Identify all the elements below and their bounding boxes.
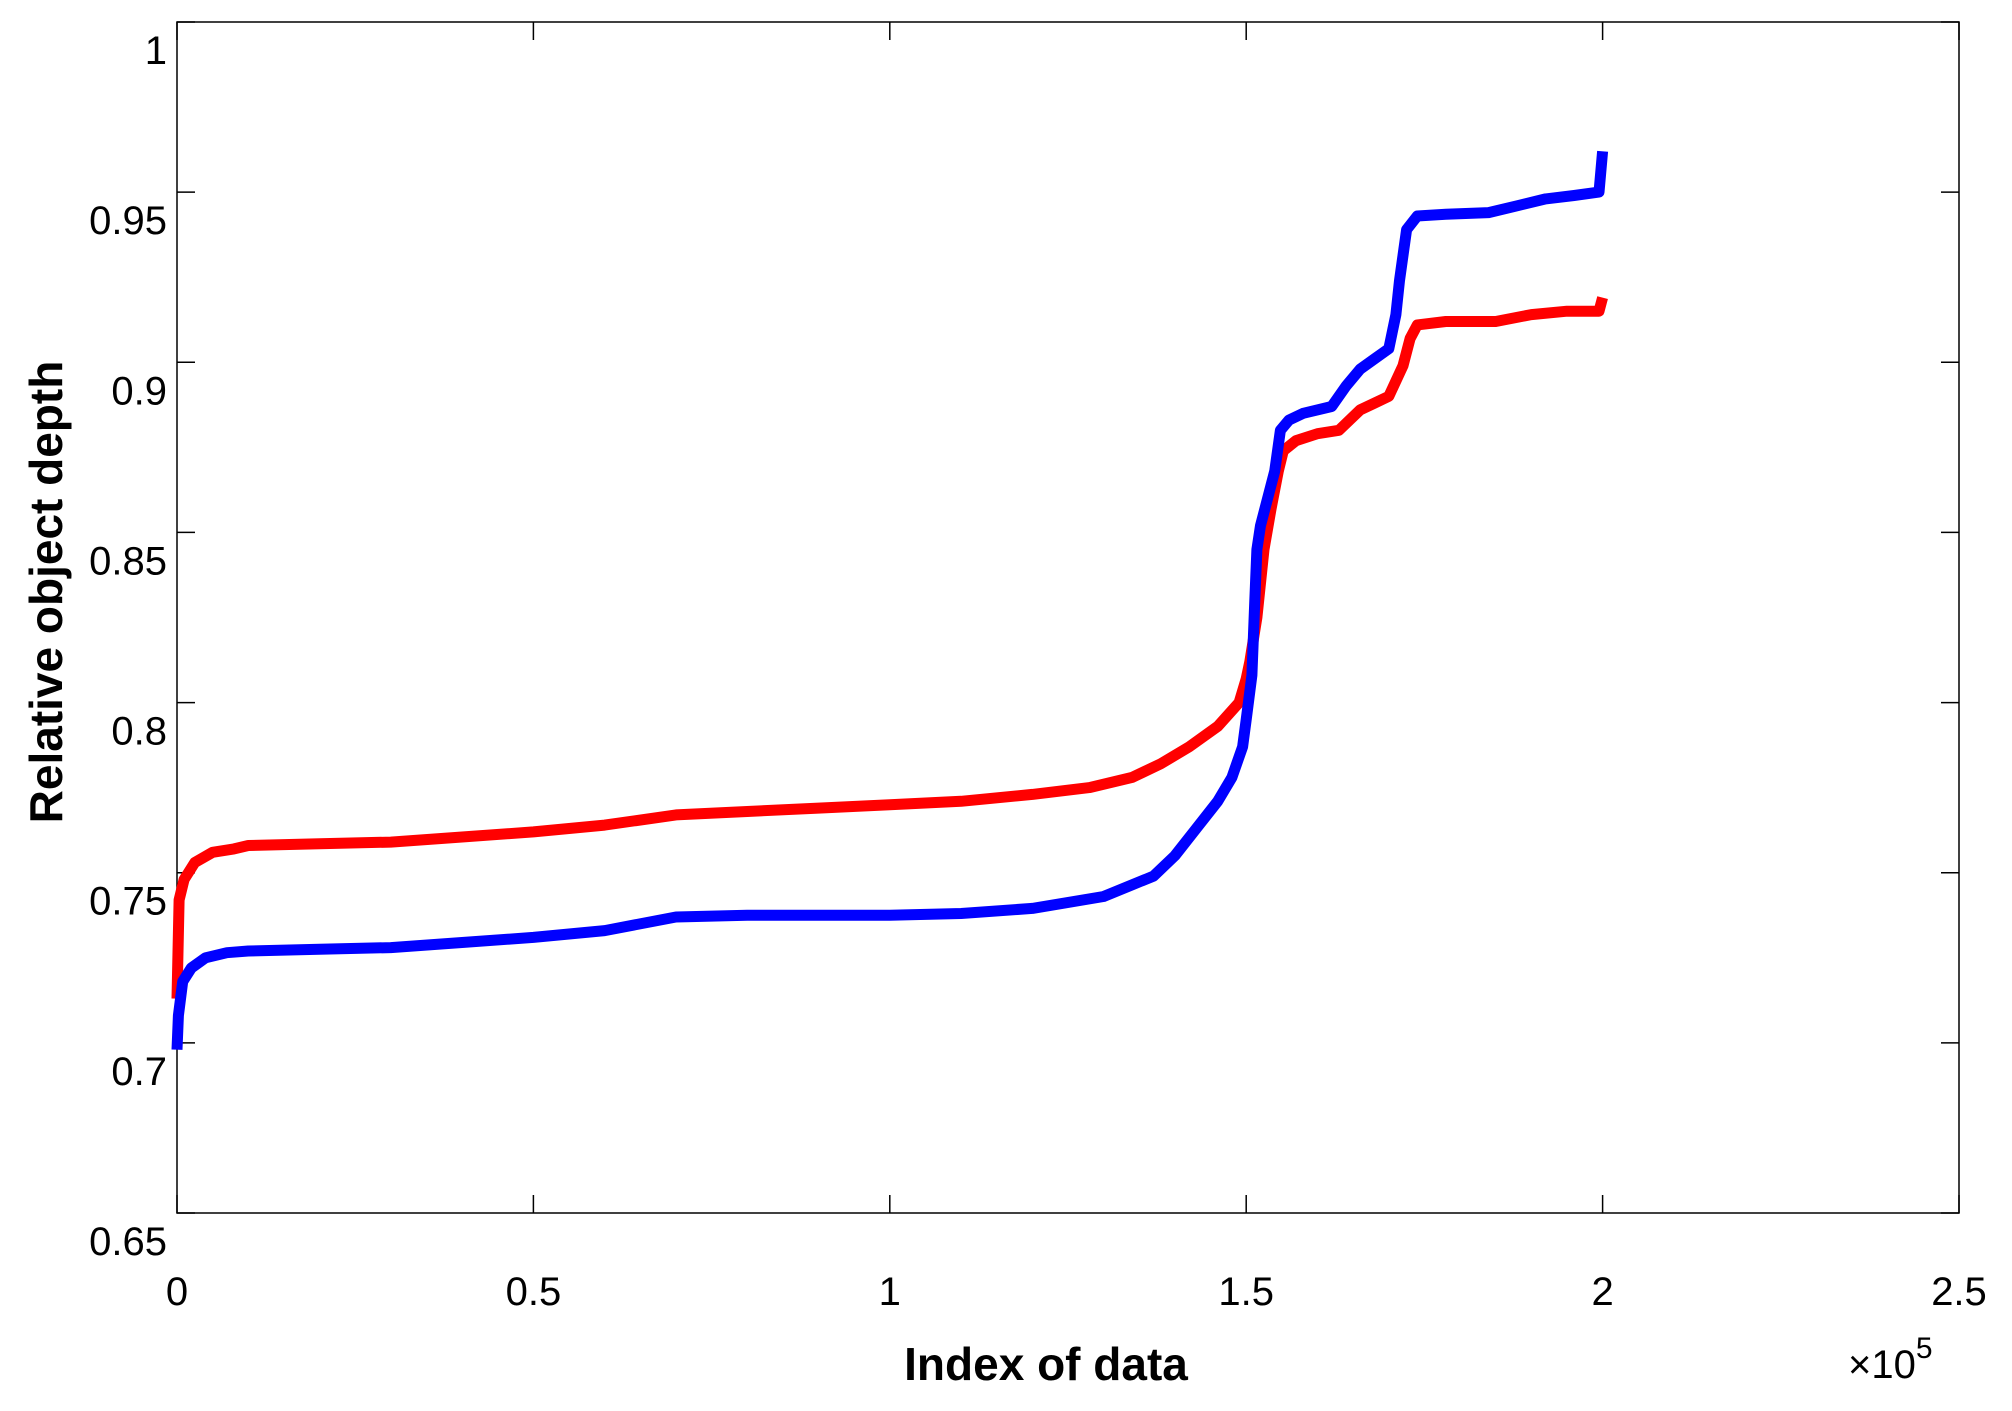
x-axis-title: Index of data (904, 1338, 1188, 1390)
series-line-1 (171, 296, 1608, 999)
x-tick-label: 0.5 (506, 1270, 562, 1314)
x-tick-label: 0 (166, 1270, 188, 1314)
x-axis-exponent-base: ×10 (1848, 1343, 1916, 1387)
x-axis-exponent-power: 5 (1916, 1332, 1933, 1365)
plot-area-frame (176, 21, 1960, 1214)
y-axis-title: Relative object depth (20, 361, 72, 824)
y-tick-label: 0.9 (111, 369, 167, 413)
y-tick-label: 0.95 (89, 199, 167, 243)
x-tick-label: 1 (879, 1270, 901, 1314)
y-tick-label: 0.75 (89, 880, 167, 924)
y-tick-label: 0.8 (111, 710, 167, 754)
y-tick-label: 0.7 (111, 1050, 167, 1094)
y-tick-label: 1 (145, 29, 167, 73)
y-tick-label: 0.65 (89, 1220, 167, 1264)
x-tick-label: 2.5 (1931, 1270, 1987, 1314)
tick-marks (176, 21, 1960, 1214)
x-tick-label: 1.5 (1218, 1270, 1274, 1314)
series-line-2 (171, 150, 1609, 1050)
tick-labels: 0 0.5 1 1.5 2 2.5 0.65 0.7 0.75 0.8 0.85 0.9 0.95 1 (89, 29, 1987, 1314)
x-axis-exponent: ×105 (1848, 1332, 1933, 1387)
series-layer (171, 150, 1609, 1050)
y-tick-label: 0.85 (89, 539, 167, 583)
x-tick-label: 2 (1591, 1270, 1613, 1314)
